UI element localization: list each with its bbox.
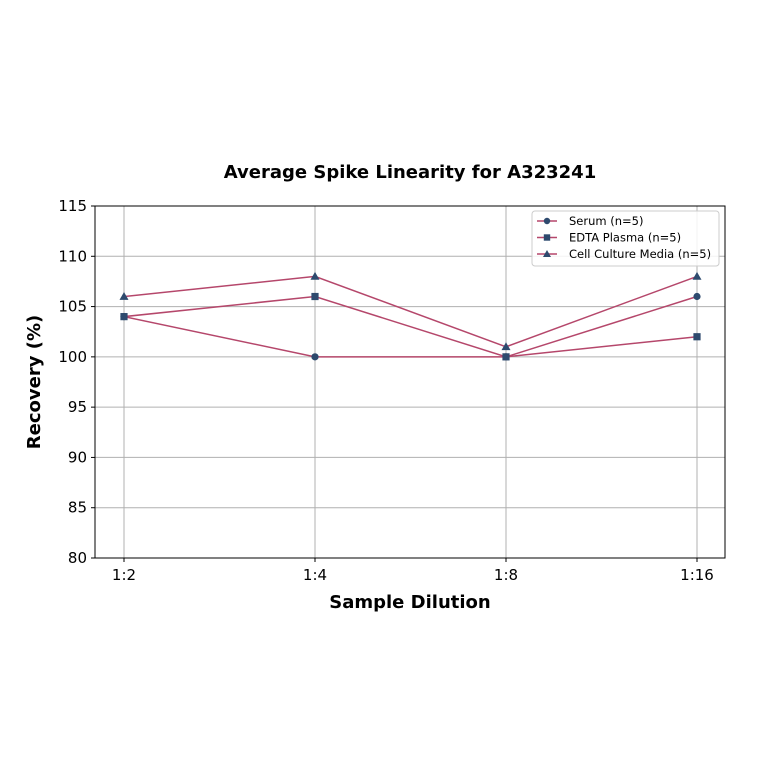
- y-tick-label: 85: [68, 499, 87, 517]
- x-tick-label: 1:2: [112, 566, 136, 584]
- x-axis-label: Sample Dilution: [329, 592, 490, 613]
- legend-item: EDTA Plasma (n=5): [569, 231, 681, 245]
- plot-frame: [94, 205, 726, 559]
- legend: Serum (n=5) EDTA Plasma (n=5) Cell Culture…: [531, 210, 720, 267]
- legend-item: Cell Culture Media (n=5): [569, 247, 711, 261]
- x-tick-label: 1:16: [680, 566, 714, 584]
- y-tick-label: 110: [58, 247, 87, 265]
- y-axis-ticks: 80 85 90 95 100 105 110 115: [58, 197, 95, 567]
- data-series: [119, 271, 702, 361]
- series-triangle: [119, 271, 702, 351]
- y-axis-label: Recovery (%): [24, 315, 45, 449]
- x-axis-ticks: 1:2 1:4 1:8 1:16: [112, 558, 714, 584]
- legend-item: Serum (n=5): [569, 214, 643, 228]
- y-tick-label: 90: [68, 448, 87, 466]
- y-tick-label: 80: [68, 549, 87, 567]
- y-tick-label: 105: [58, 298, 87, 316]
- y-tick-label: 115: [58, 197, 87, 215]
- y-tick-label: 95: [68, 398, 87, 416]
- x-tick-label: 1:4: [303, 566, 327, 584]
- series-square: [120, 292, 701, 361]
- y-tick-label: 100: [58, 348, 87, 366]
- x-tick-label: 1:8: [494, 566, 518, 584]
- chart-title: Average Spike Linearity for A323241: [224, 162, 596, 183]
